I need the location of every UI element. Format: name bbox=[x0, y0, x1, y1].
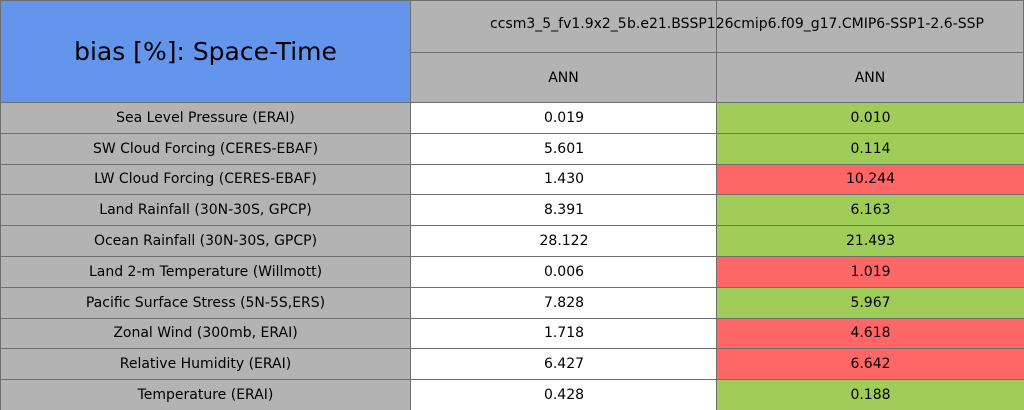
value-cell: 1.430 bbox=[410, 163, 718, 196]
header-cell bbox=[410, 0, 717, 53]
row-label: Sea Level Pressure (ERAI) bbox=[0, 102, 411, 134]
row-label-text: Sea Level Pressure (ERAI) bbox=[116, 109, 295, 126]
value-cell-text: 1.718 bbox=[543, 325, 585, 342]
value-cell-text: 4.618 bbox=[850, 325, 891, 342]
value-cell-text: 21.493 bbox=[846, 233, 895, 250]
value-cell: 0.428 bbox=[410, 379, 718, 410]
value-cell-text: 8.391 bbox=[543, 202, 585, 219]
value-cell: 0.019 bbox=[410, 102, 718, 134]
row-label-text: SW Cloud Forcing (CERES-EBAF) bbox=[92, 140, 319, 157]
value-cell-text: 6.642 bbox=[850, 356, 891, 373]
title: bias [%]: Space-Time bbox=[74, 37, 337, 66]
value-cell-text: 6.427 bbox=[543, 356, 585, 373]
column-name: b.e21.BSSP126cmip6.f09_g17.CMIP6-SSP1-2.… bbox=[627, 16, 984, 32]
row-label-text: LW Cloud Forcing (CERES-EBAF) bbox=[94, 171, 317, 188]
value-cell: 0.006 bbox=[410, 256, 718, 288]
row-label-text: Pacific Surface Stress (5N-5S,ERS) bbox=[85, 294, 326, 311]
value-cell: 1.019 bbox=[716, 256, 1024, 288]
value-cell: 0.010 bbox=[716, 102, 1024, 134]
value-cell: 6.163 bbox=[716, 194, 1024, 227]
value-cell-text: 0.010 bbox=[850, 109, 891, 126]
value-cell-text: 5.967 bbox=[850, 294, 891, 311]
row-label: Relative Humidity (ERAI) bbox=[0, 348, 411, 381]
value-cell: 5.967 bbox=[716, 286, 1024, 319]
value-cell-text: 7.828 bbox=[543, 294, 585, 311]
row-label-text: Temperature (ERAI) bbox=[137, 387, 274, 404]
value-cell-text: 0.428 bbox=[543, 387, 585, 404]
period-cell: ANN bbox=[410, 52, 717, 103]
value-cell-text: 1.430 bbox=[543, 171, 585, 188]
value-cell: 21.493 bbox=[716, 225, 1024, 257]
value-cell: 0.114 bbox=[716, 132, 1024, 165]
value-cell: 1.718 bbox=[410, 317, 718, 350]
row-label-text: Land 2-m Temperature (Willmott) bbox=[88, 263, 323, 280]
period: ANN bbox=[548, 69, 579, 86]
row-label: Land 2-m Temperature (Willmott) bbox=[0, 256, 411, 288]
value-cell: 4.618 bbox=[716, 317, 1024, 350]
value-cell: 0.188 bbox=[716, 379, 1024, 410]
value-cell: 28.122 bbox=[410, 225, 718, 257]
row-label-text: Ocean Rainfall (30N-30S, GPCP) bbox=[93, 233, 318, 250]
title-cell: bias [%]: Space-Time bbox=[0, 0, 411, 103]
row-label: Zonal Wind (300mb, ERAI) bbox=[0, 317, 411, 350]
value-cell-text: 5.601 bbox=[543, 140, 585, 157]
row-label-text: Relative Humidity (ERAI) bbox=[119, 356, 292, 373]
value-cell: 7.828 bbox=[410, 286, 718, 319]
value-cell-text: 1.019 bbox=[850, 263, 891, 280]
value-cell-text: 0.006 bbox=[543, 263, 585, 280]
value-cell-text: 10.244 bbox=[846, 171, 895, 188]
row-label: Temperature (ERAI) bbox=[0, 379, 411, 410]
header-cell bbox=[716, 0, 1024, 53]
row-label: SW Cloud Forcing (CERES-EBAF) bbox=[0, 132, 411, 165]
value-cell-text: 0.188 bbox=[850, 387, 891, 404]
value-cell-text: 0.114 bbox=[850, 140, 891, 157]
row-label: Ocean Rainfall (30N-30S, GPCP) bbox=[0, 225, 411, 257]
row-label: Land Rainfall (30N-30S, GPCP) bbox=[0, 194, 411, 227]
row-label: Pacific Surface Stress (5N-5S,ERS) bbox=[0, 286, 411, 319]
value-cell: 5.601 bbox=[410, 132, 718, 165]
value-cell: 10.244 bbox=[716, 163, 1024, 196]
value-cell: 6.427 bbox=[410, 348, 718, 381]
value-cell: 6.642 bbox=[716, 348, 1024, 381]
value-cell-text: 6.163 bbox=[850, 202, 891, 219]
value-cell: 8.391 bbox=[410, 194, 718, 227]
row-label-text: Zonal Wind (300mb, ERAI) bbox=[113, 325, 298, 342]
row-label: LW Cloud Forcing (CERES-EBAF) bbox=[0, 163, 411, 196]
period-cell: ANN bbox=[716, 52, 1024, 103]
period: ANN bbox=[854, 69, 886, 86]
value-cell-text: 0.019 bbox=[543, 109, 585, 126]
value-cell-text: 28.122 bbox=[539, 233, 589, 250]
column-name: ccsm3_5_fv1.9x2_5 bbox=[490, 16, 627, 32]
row-label-text: Land Rainfall (30N-30S, GPCP) bbox=[99, 202, 312, 219]
